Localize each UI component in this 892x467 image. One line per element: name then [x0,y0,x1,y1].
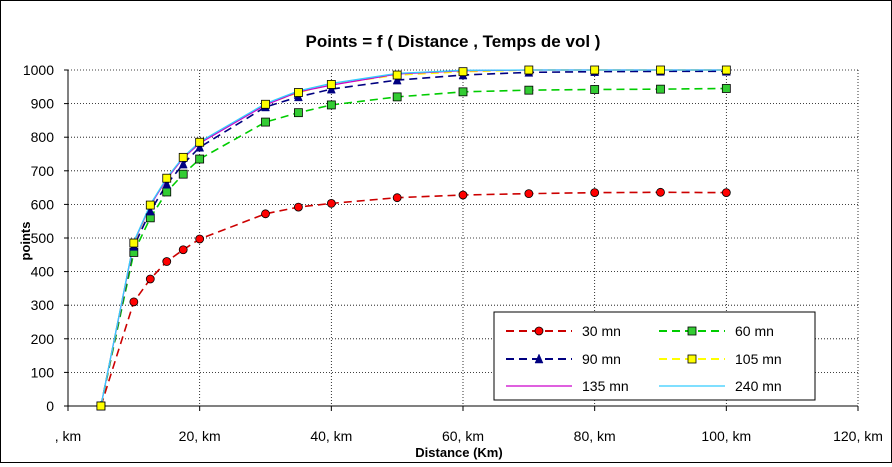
data-point-square [524,65,534,75]
data-point-square [129,238,139,248]
chart-title: Points = f ( Distance , Temps de vol ) [306,32,601,51]
data-point-circle [656,187,665,197]
data-point-square [195,137,205,147]
data-point-triangle [195,141,205,152]
data-point-square [294,108,303,118]
legend-label: 105 mn [735,351,782,367]
data-point-circle [534,326,544,336]
data-point-circle [129,297,139,307]
y-tick-label: 300 [31,297,55,313]
data-point-square [162,173,172,183]
data-point-square [261,117,270,127]
data-point-square [392,92,402,102]
series-layer [96,65,731,411]
x-tick-label: 40, km [310,428,352,444]
x-tick-label: , km [55,428,81,444]
data-point-circle [178,245,188,255]
data-point-circle [294,202,303,212]
x-tick-label: 120, km [833,428,883,444]
x-tick-label: 100, km [701,428,751,444]
data-point-circle [326,198,336,208]
data-point-square [294,88,303,97]
data-point-square [656,84,665,94]
data-point-square [524,85,534,95]
y-tick-label: 0 [46,398,54,414]
data-point-square [721,84,731,93]
data-point-circle [162,257,172,266]
data-point-square [590,65,600,75]
data-point-square [261,99,270,109]
data-point-square [687,326,697,336]
data-point-circle [458,190,468,200]
y-tick-label: 600 [31,196,55,212]
data-point-square [590,85,600,94]
data-point-square [326,100,336,110]
legend-label: 135 mn [582,378,629,394]
data-point-circle [721,188,731,198]
data-point-triangle [162,178,172,189]
legend-label: 30 mn [582,323,621,339]
y-tick-label: 200 [31,331,55,347]
data-point-square [195,154,205,164]
data-point-circle [195,234,205,244]
x-axis-title: Distance (Km) [415,445,502,460]
data-point-square [178,169,188,179]
axes: 0 100 200 300 400 500 600 700 800 900 1000 , km 20, … [23,62,883,444]
data-point-triangle [178,158,188,169]
data-point-circle [261,209,270,219]
data-point-square [326,80,336,89]
data-point-triangle [392,74,402,85]
data-point-triangle [534,353,544,364]
data-point-square [96,401,106,411]
legend: 30 mn 60 mn 90 mn 105 mn 135 mn 240 mn [493,311,816,401]
data-point-circle [392,193,402,203]
data-point-square [656,65,665,75]
legend-box [493,311,816,401]
y-tick-label: 700 [31,163,55,179]
legend-label: 90 mn [582,351,621,367]
data-point-square [178,152,188,162]
data-point-circle [524,189,534,199]
y-axis-title: points [18,222,33,261]
data-point-square [145,200,155,210]
y-tick-label: 500 [31,230,55,246]
data-point-square [458,87,468,97]
y-tick-label: 1000 [23,62,54,78]
x-tick-label: 80, km [574,428,616,444]
y-tick-label: 800 [31,129,55,145]
data-point-square [721,65,731,75]
y-tick-label: 100 [31,364,55,380]
legend-label: 60 mn [735,323,774,339]
y-tick-label: 400 [31,264,55,280]
y-tick-label: 900 [31,96,55,112]
x-tick-label: 20, km [179,428,221,444]
data-point-square [687,354,697,364]
x-tick-label: 60, km [442,428,484,444]
data-point-square [458,67,468,77]
data-point-triangle [145,205,155,216]
data-point-circle [145,274,155,284]
legend-label: 240 mn [735,378,782,394]
data-point-circle [590,188,600,198]
data-point-square [162,187,172,197]
data-point-square [392,70,402,80]
